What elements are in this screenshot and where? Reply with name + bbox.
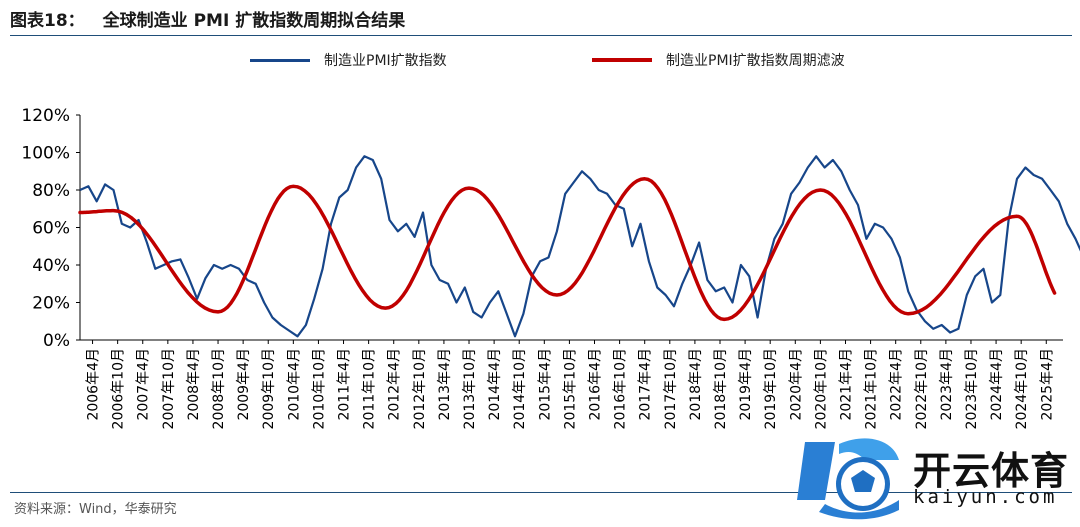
figure-number: 图表18： <box>10 11 85 31</box>
x-tick-label: 2017年4月 <box>638 348 654 421</box>
x-tick-label: 2023年10月 <box>964 348 980 429</box>
x-tick-label: 2023年4月 <box>939 348 955 421</box>
watermark-en: kaiyun.com <box>913 486 1058 508</box>
x-tick-label: 2014年4月 <box>487 348 503 421</box>
legend-swatch-filtered <box>592 58 652 62</box>
x-tick-label: 2022年4月 <box>889 348 905 421</box>
x-tick-label: 2008年10月 <box>211 348 227 429</box>
x-tick-label: 2006年4月 <box>86 348 102 421</box>
legend-label-filtered: 制造业PMI扩散指数周期滤波 <box>666 53 845 69</box>
y-tick-label: 40% <box>32 256 70 276</box>
x-tick-label: 2010年4月 <box>286 348 302 421</box>
x-tick-label: 2007年4月 <box>136 348 152 421</box>
x-tick-label: 2016年10月 <box>613 348 629 429</box>
watermark: 开云体育 kaiyun.com <box>795 430 1068 520</box>
series-line-raw <box>79 155 1080 338</box>
watermark-logo-icon <box>797 438 899 520</box>
y-tick-label: 80% <box>32 181 70 201</box>
figure-title-text: 全球制造业 PMI 扩散指数周期拟合结果 <box>102 11 406 31</box>
y-tick-label: 60% <box>32 219 70 239</box>
x-tick-label: 2011年10月 <box>362 348 378 429</box>
x-tick-label: 2022年10月 <box>914 348 930 429</box>
x-tick-label: 2006年10月 <box>111 348 127 429</box>
title-rule <box>10 35 1072 36</box>
x-tick-label: 2021年10月 <box>864 348 880 429</box>
x-tick-label: 2014年10月 <box>512 348 528 429</box>
x-tick-label: 2019年4月 <box>738 348 754 421</box>
x-tick-label: 2025年4月 <box>1039 348 1055 421</box>
series-line-filtered <box>78 177 1057 322</box>
x-tick-label: 2015年10月 <box>562 348 578 429</box>
x-tick-label: 2011年4月 <box>337 348 353 421</box>
x-tick-label: 2020年4月 <box>788 348 804 421</box>
x-tick-label: 2013年10月 <box>462 348 478 429</box>
x-tick-label: 2016年4月 <box>588 348 604 421</box>
x-tick-label: 2010年10月 <box>311 348 327 429</box>
y-tick-label: 100% <box>21 144 70 164</box>
x-tick-label: 2017年10月 <box>663 348 679 429</box>
watermark-cn: 开云体育 <box>913 449 1070 493</box>
y-tick-label: 0% <box>43 331 70 351</box>
x-tick-label: 2009年4月 <box>236 348 252 421</box>
x-tick-label: 2024年4月 <box>989 348 1005 421</box>
x-tick-label: 2009年10月 <box>261 348 277 429</box>
y-tick-label: 120% <box>21 106 70 126</box>
chart-title: 图表18： 全球制造业 PMI 扩散指数周期拟合结果 <box>10 6 405 31</box>
source-note: 资料来源：Wind，华泰研究 <box>14 502 177 517</box>
source-rule <box>10 492 1072 493</box>
x-tick-label: 2018年10月 <box>713 348 729 429</box>
x-tick-label: 2015年4月 <box>537 348 553 421</box>
x-tick-label: 2008年4月 <box>186 348 202 421</box>
y-tick-label: 20% <box>32 294 70 314</box>
x-tick-label: 2018年4月 <box>688 348 704 421</box>
x-tick-label: 2024年10月 <box>1014 348 1030 429</box>
legend-item-raw: 制造业PMI扩散指数 <box>250 50 447 70</box>
x-tick-label: 2020年10月 <box>813 348 829 429</box>
legend-item-filtered: 制造业PMI扩散指数周期滤波 <box>592 50 845 70</box>
x-tick-label: 2012年10月 <box>412 348 428 429</box>
legend-label-raw: 制造业PMI扩散指数 <box>324 53 447 69</box>
x-tick-label: 2007年10月 <box>161 348 177 429</box>
x-tick-label: 2012年4月 <box>387 348 403 421</box>
x-tick-label: 2019年10月 <box>763 348 779 429</box>
x-tick-label: 2021年4月 <box>838 348 854 421</box>
legend-swatch-raw <box>250 58 310 62</box>
legend: 制造业PMI扩散指数 制造业PMI扩散指数周期滤波 <box>0 50 1080 70</box>
x-tick-label: 2013年4月 <box>437 348 453 421</box>
